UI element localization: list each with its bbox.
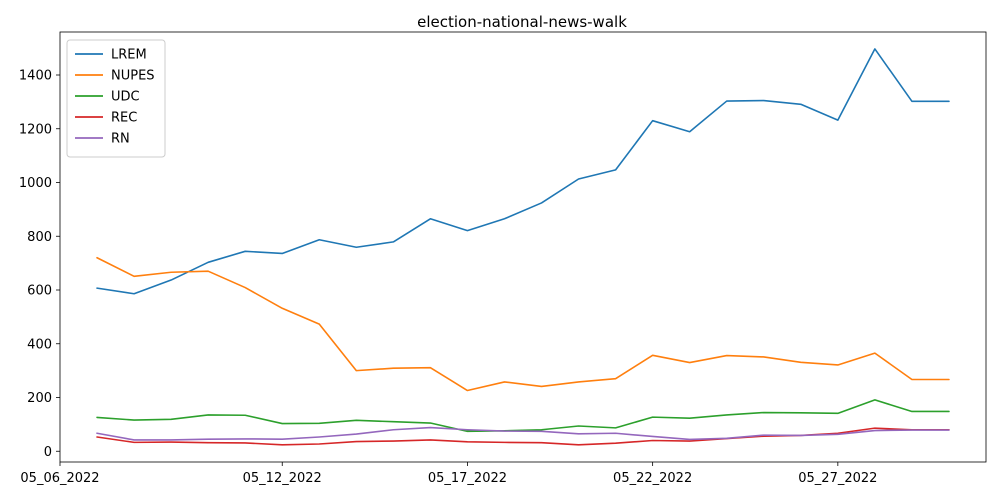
y-tick-label: 1000 <box>19 176 52 191</box>
y-tick-label: 800 <box>27 230 52 245</box>
x-tick-label: 05_06_2022 <box>20 471 99 486</box>
x-tick-label: 05_27_2022 <box>798 471 877 486</box>
x-tick-label: 05_12_2022 <box>243 471 322 486</box>
legend-label-rn: RN <box>111 132 130 147</box>
legend-label-rec: REC <box>111 111 137 126</box>
y-tick-label: 1400 <box>19 69 52 84</box>
y-tick-label: 400 <box>27 337 52 352</box>
plot-frame <box>59 31 987 463</box>
legend: LREM NUPES UDC REC RN <box>66 39 166 158</box>
chart-title: election-national-news-walk <box>417 13 627 31</box>
y-tick-label: 200 <box>27 391 52 406</box>
legend-label-udc: UDC <box>111 90 140 105</box>
x-tick-label: 05_22_2022 <box>613 471 692 486</box>
x-tick-label: 05_17_2022 <box>428 471 507 486</box>
legend-frame <box>66 39 166 158</box>
y-axis: 0 200 400 600 800 1000 1200 1400 <box>19 69 60 460</box>
y-tick-label: 1200 <box>19 122 52 137</box>
legend-label-nupes: NUPES <box>111 69 155 84</box>
x-axis: 05_06_2022 05_12_2022 05_17_2022 05_22_2022… <box>20 462 877 486</box>
y-tick-label: 600 <box>27 284 52 299</box>
legend-label-lrem: LREM <box>111 48 147 63</box>
series-line-nupes <box>96 256 950 392</box>
series-line-rn <box>96 426 950 441</box>
series-layer <box>96 48 950 446</box>
series-line-lrem <box>96 48 950 295</box>
series-line-udc <box>96 399 950 433</box>
y-tick-label: 0 <box>44 445 52 460</box>
